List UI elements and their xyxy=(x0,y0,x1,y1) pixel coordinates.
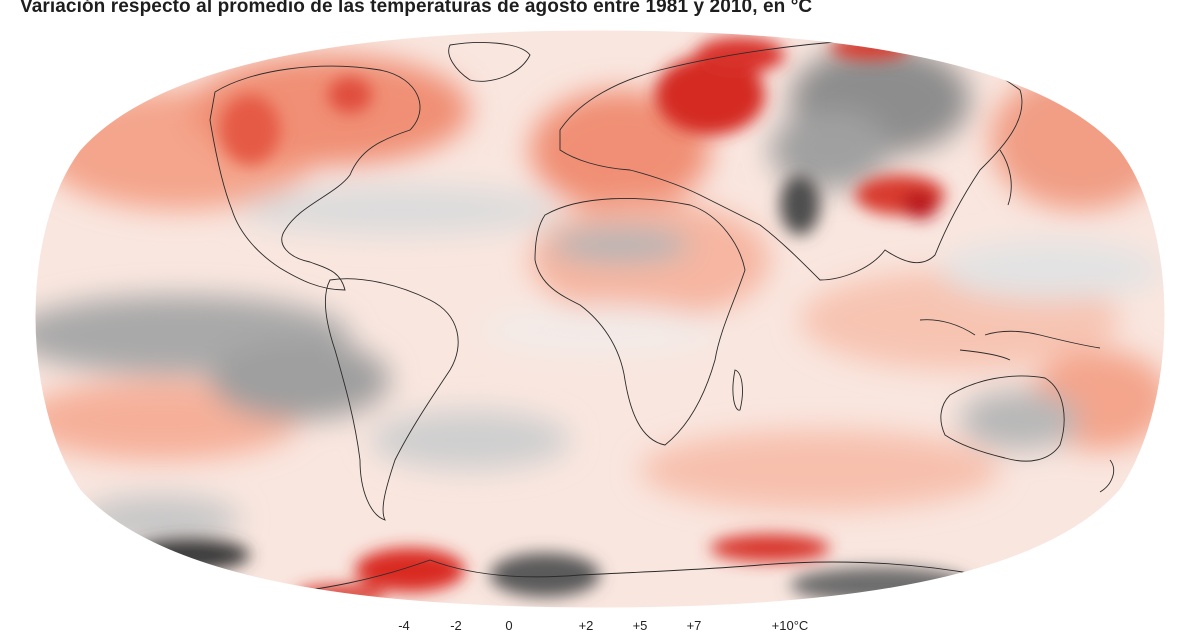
legend-label: 0 xyxy=(505,618,513,633)
color-legend: -4 -2 0 +2 +5 +7 +10°C xyxy=(390,616,830,633)
legend-label: +2 xyxy=(578,618,594,633)
legend-label: -2 xyxy=(450,618,462,633)
legend-label: +7 xyxy=(686,618,702,633)
legend-label: +10°C xyxy=(771,618,809,633)
map-title: Variación respecto al promedio de las te… xyxy=(20,0,813,17)
legend-label: +5 xyxy=(632,618,648,633)
legend-label: -4 xyxy=(398,618,410,633)
